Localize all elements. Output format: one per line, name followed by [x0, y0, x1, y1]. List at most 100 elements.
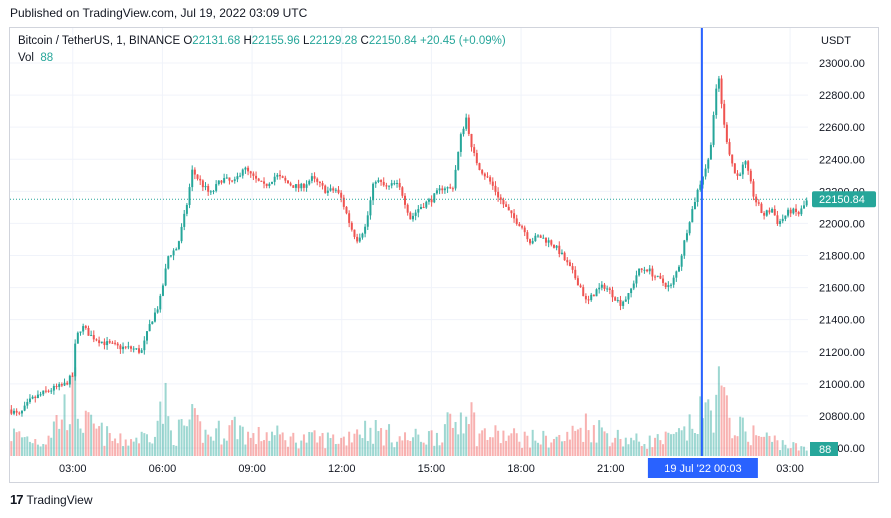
candle-body — [353, 229, 356, 237]
price-tick-label: 21200.00 — [819, 347, 865, 359]
volume-bar — [241, 426, 244, 456]
volume-bar — [148, 442, 151, 456]
candle-body — [396, 182, 399, 184]
candle-body — [680, 255, 683, 267]
candle-body — [108, 341, 111, 343]
candle-body — [31, 396, 34, 399]
candle-body — [79, 331, 82, 333]
volume-bar — [326, 432, 329, 456]
candle-body — [148, 324, 151, 332]
volume-bar — [795, 443, 798, 456]
currency-label[interactable]: USDT — [821, 35, 851, 47]
volume-bar — [401, 440, 404, 456]
volume-bar — [755, 435, 758, 456]
candle-body — [380, 180, 383, 182]
volume-bar — [646, 448, 649, 456]
volume-bar — [135, 437, 138, 456]
candle-body — [140, 350, 143, 353]
volume-bar — [172, 444, 175, 456]
volume-bar — [278, 434, 281, 456]
candle-body — [156, 309, 159, 313]
volume-bar — [677, 428, 680, 456]
volume-bar — [207, 434, 210, 456]
volume-bar — [23, 437, 26, 456]
volume-bar — [396, 441, 399, 456]
candle-body — [635, 275, 638, 284]
volume-bar — [566, 431, 569, 456]
candle-body — [20, 410, 23, 414]
candle-body — [252, 173, 255, 176]
candle-body — [145, 331, 148, 341]
volume-bar — [286, 446, 289, 456]
volume-bar — [185, 426, 188, 456]
volume-bar — [486, 439, 489, 456]
volume-bar — [427, 431, 430, 456]
volume-bar — [223, 438, 226, 456]
volume-bar — [670, 434, 673, 456]
candle-body — [204, 185, 207, 188]
candle-body — [122, 346, 125, 350]
candle-body — [749, 170, 752, 182]
candle-body — [457, 151, 460, 170]
volume-bar — [353, 433, 356, 456]
volume-label[interactable]: Vol — [18, 52, 34, 64]
candle-body — [693, 202, 696, 210]
volume-bar — [265, 432, 268, 456]
candle-body — [345, 206, 348, 214]
candle-body — [744, 161, 747, 165]
volume-bar — [747, 441, 750, 456]
volume-bar — [435, 432, 438, 456]
volume-bar — [180, 419, 183, 456]
volume-bar — [385, 429, 388, 456]
volume-bar — [419, 441, 422, 456]
published-notice: Published on TradingView.com, Jul 19, 20… — [10, 6, 308, 20]
volume-bar — [119, 433, 122, 456]
volume-bar — [74, 367, 77, 456]
candle-body — [648, 268, 651, 272]
candle-body — [784, 215, 787, 219]
candle-body — [130, 346, 133, 349]
candle-body — [340, 192, 343, 198]
candle-body — [664, 282, 667, 288]
volume-bar — [688, 414, 691, 456]
candle-body — [316, 178, 319, 182]
volume-bar — [752, 425, 755, 456]
volume-bar — [217, 420, 220, 456]
candle-body — [446, 187, 449, 189]
volume-bar — [316, 442, 319, 456]
volume-bar — [122, 446, 125, 456]
volume-bar — [233, 416, 236, 456]
volume-bar — [654, 437, 657, 456]
candle-body — [233, 179, 236, 181]
volume-bar — [760, 436, 763, 456]
candle-body — [670, 284, 673, 286]
volume-bar — [497, 430, 500, 456]
candle-body — [537, 235, 540, 237]
volume-bar — [164, 382, 167, 456]
candle-body — [499, 197, 502, 200]
volume-bar — [776, 440, 779, 456]
candle-body — [34, 396, 37, 398]
volume-bar — [701, 418, 704, 456]
candle-body — [390, 183, 393, 186]
volume-bar — [276, 425, 279, 456]
volume-bar — [542, 430, 545, 456]
volume-bar — [372, 443, 375, 456]
candle-body — [334, 189, 337, 191]
candle-body — [419, 206, 422, 210]
volume-bar — [84, 410, 87, 456]
candle-body — [688, 222, 691, 234]
volume-bar — [787, 448, 790, 456]
last-price-label: 22150.84 — [819, 194, 865, 206]
volume-bar — [63, 394, 66, 456]
volume-bar — [130, 439, 133, 456]
volume-bar — [42, 444, 45, 456]
volume-bar — [106, 426, 109, 456]
candle-body — [313, 176, 316, 179]
candle-body — [164, 268, 167, 286]
volume-bar — [334, 444, 337, 456]
candle-body — [329, 188, 332, 191]
candle-body — [675, 271, 678, 278]
symbol-label[interactable]: Bitcoin / TetherUS, 1, BINANCE — [18, 35, 181, 47]
